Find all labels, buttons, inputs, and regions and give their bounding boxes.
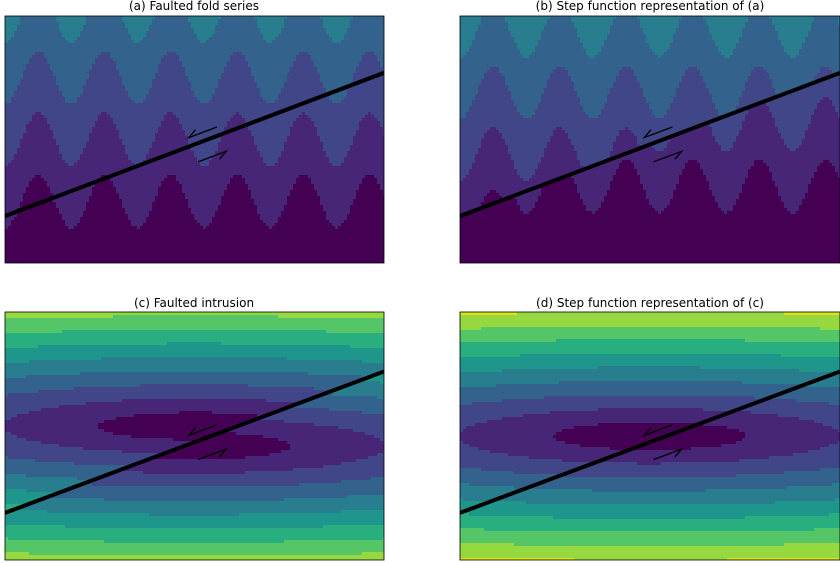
shear-arrow-upper — [197, 447, 229, 461]
panel-b-frame — [459, 15, 840, 264]
panel-c-frame — [4, 311, 385, 561]
panel-d-plot — [460, 312, 840, 560]
panel-b-plot — [460, 16, 840, 263]
fault-line — [460, 70, 840, 218]
fault-line — [5, 369, 384, 515]
panel-b-title: (b) Step function representation of (a) — [536, 0, 765, 13]
fault-line — [5, 70, 384, 218]
panel-d-title: (d) Step function representation of (c) — [536, 296, 764, 310]
shear-arrow-upper — [653, 447, 684, 461]
shear-arrow-lower — [642, 424, 673, 437]
shear-arrow-upper — [653, 149, 684, 163]
shear-arrow-lower — [186, 126, 218, 140]
panel-a-title: (a) Faulted fold series — [129, 0, 259, 13]
shear-arrow-upper — [197, 149, 229, 163]
panel-c: (c) Faulted intrusion — [4, 296, 385, 561]
panel-c-plot — [5, 312, 384, 560]
panel-a: (a) Faulted fold series — [4, 0, 385, 264]
shear-arrow-lower — [642, 126, 673, 140]
panel-a-plot — [5, 16, 384, 263]
panel-c-title: (c) Faulted intrusion — [134, 296, 254, 310]
panel-b: (b) Step function representation of (a) — [459, 0, 840, 264]
panel-d: (d) Step function representation of (c) — [459, 296, 840, 561]
panel-a-frame — [4, 15, 385, 264]
shear-arrow-lower — [186, 424, 218, 437]
panel-d-frame — [459, 311, 840, 561]
fault-line — [460, 369, 840, 515]
